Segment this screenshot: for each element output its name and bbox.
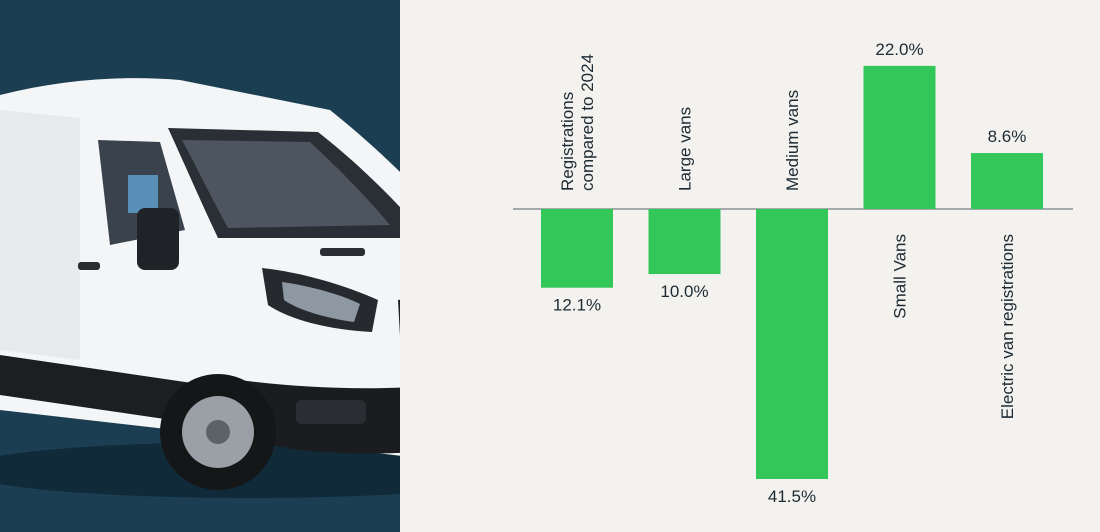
chart-panel: 12.1% Registrationscompared to 2024 10.0% L… xyxy=(400,0,1100,532)
bar xyxy=(863,65,936,210)
white-van-icon xyxy=(0,78,400,498)
data-label: 41.5% xyxy=(768,487,816,506)
data-label: 22.0% xyxy=(875,40,923,59)
photo-panel xyxy=(0,0,400,532)
data-label: 12.1% xyxy=(553,296,601,315)
data-label: 10.0% xyxy=(660,282,708,301)
bar xyxy=(541,209,613,288)
category-label: Large vans xyxy=(676,107,695,191)
category-label: Registrationscompared to 2024 xyxy=(558,54,597,191)
bar xyxy=(648,209,721,275)
data-label: 8.6% xyxy=(988,127,1027,146)
bar xyxy=(971,153,1043,209)
category-label: Medium vans xyxy=(783,90,802,191)
category-label: Electric van registrations xyxy=(998,234,1017,419)
bar xyxy=(756,209,828,479)
bar-chart: 12.1% Registrationscompared to 2024 10.0% L… xyxy=(513,40,1073,506)
category-label: Small Vans xyxy=(891,234,910,319)
